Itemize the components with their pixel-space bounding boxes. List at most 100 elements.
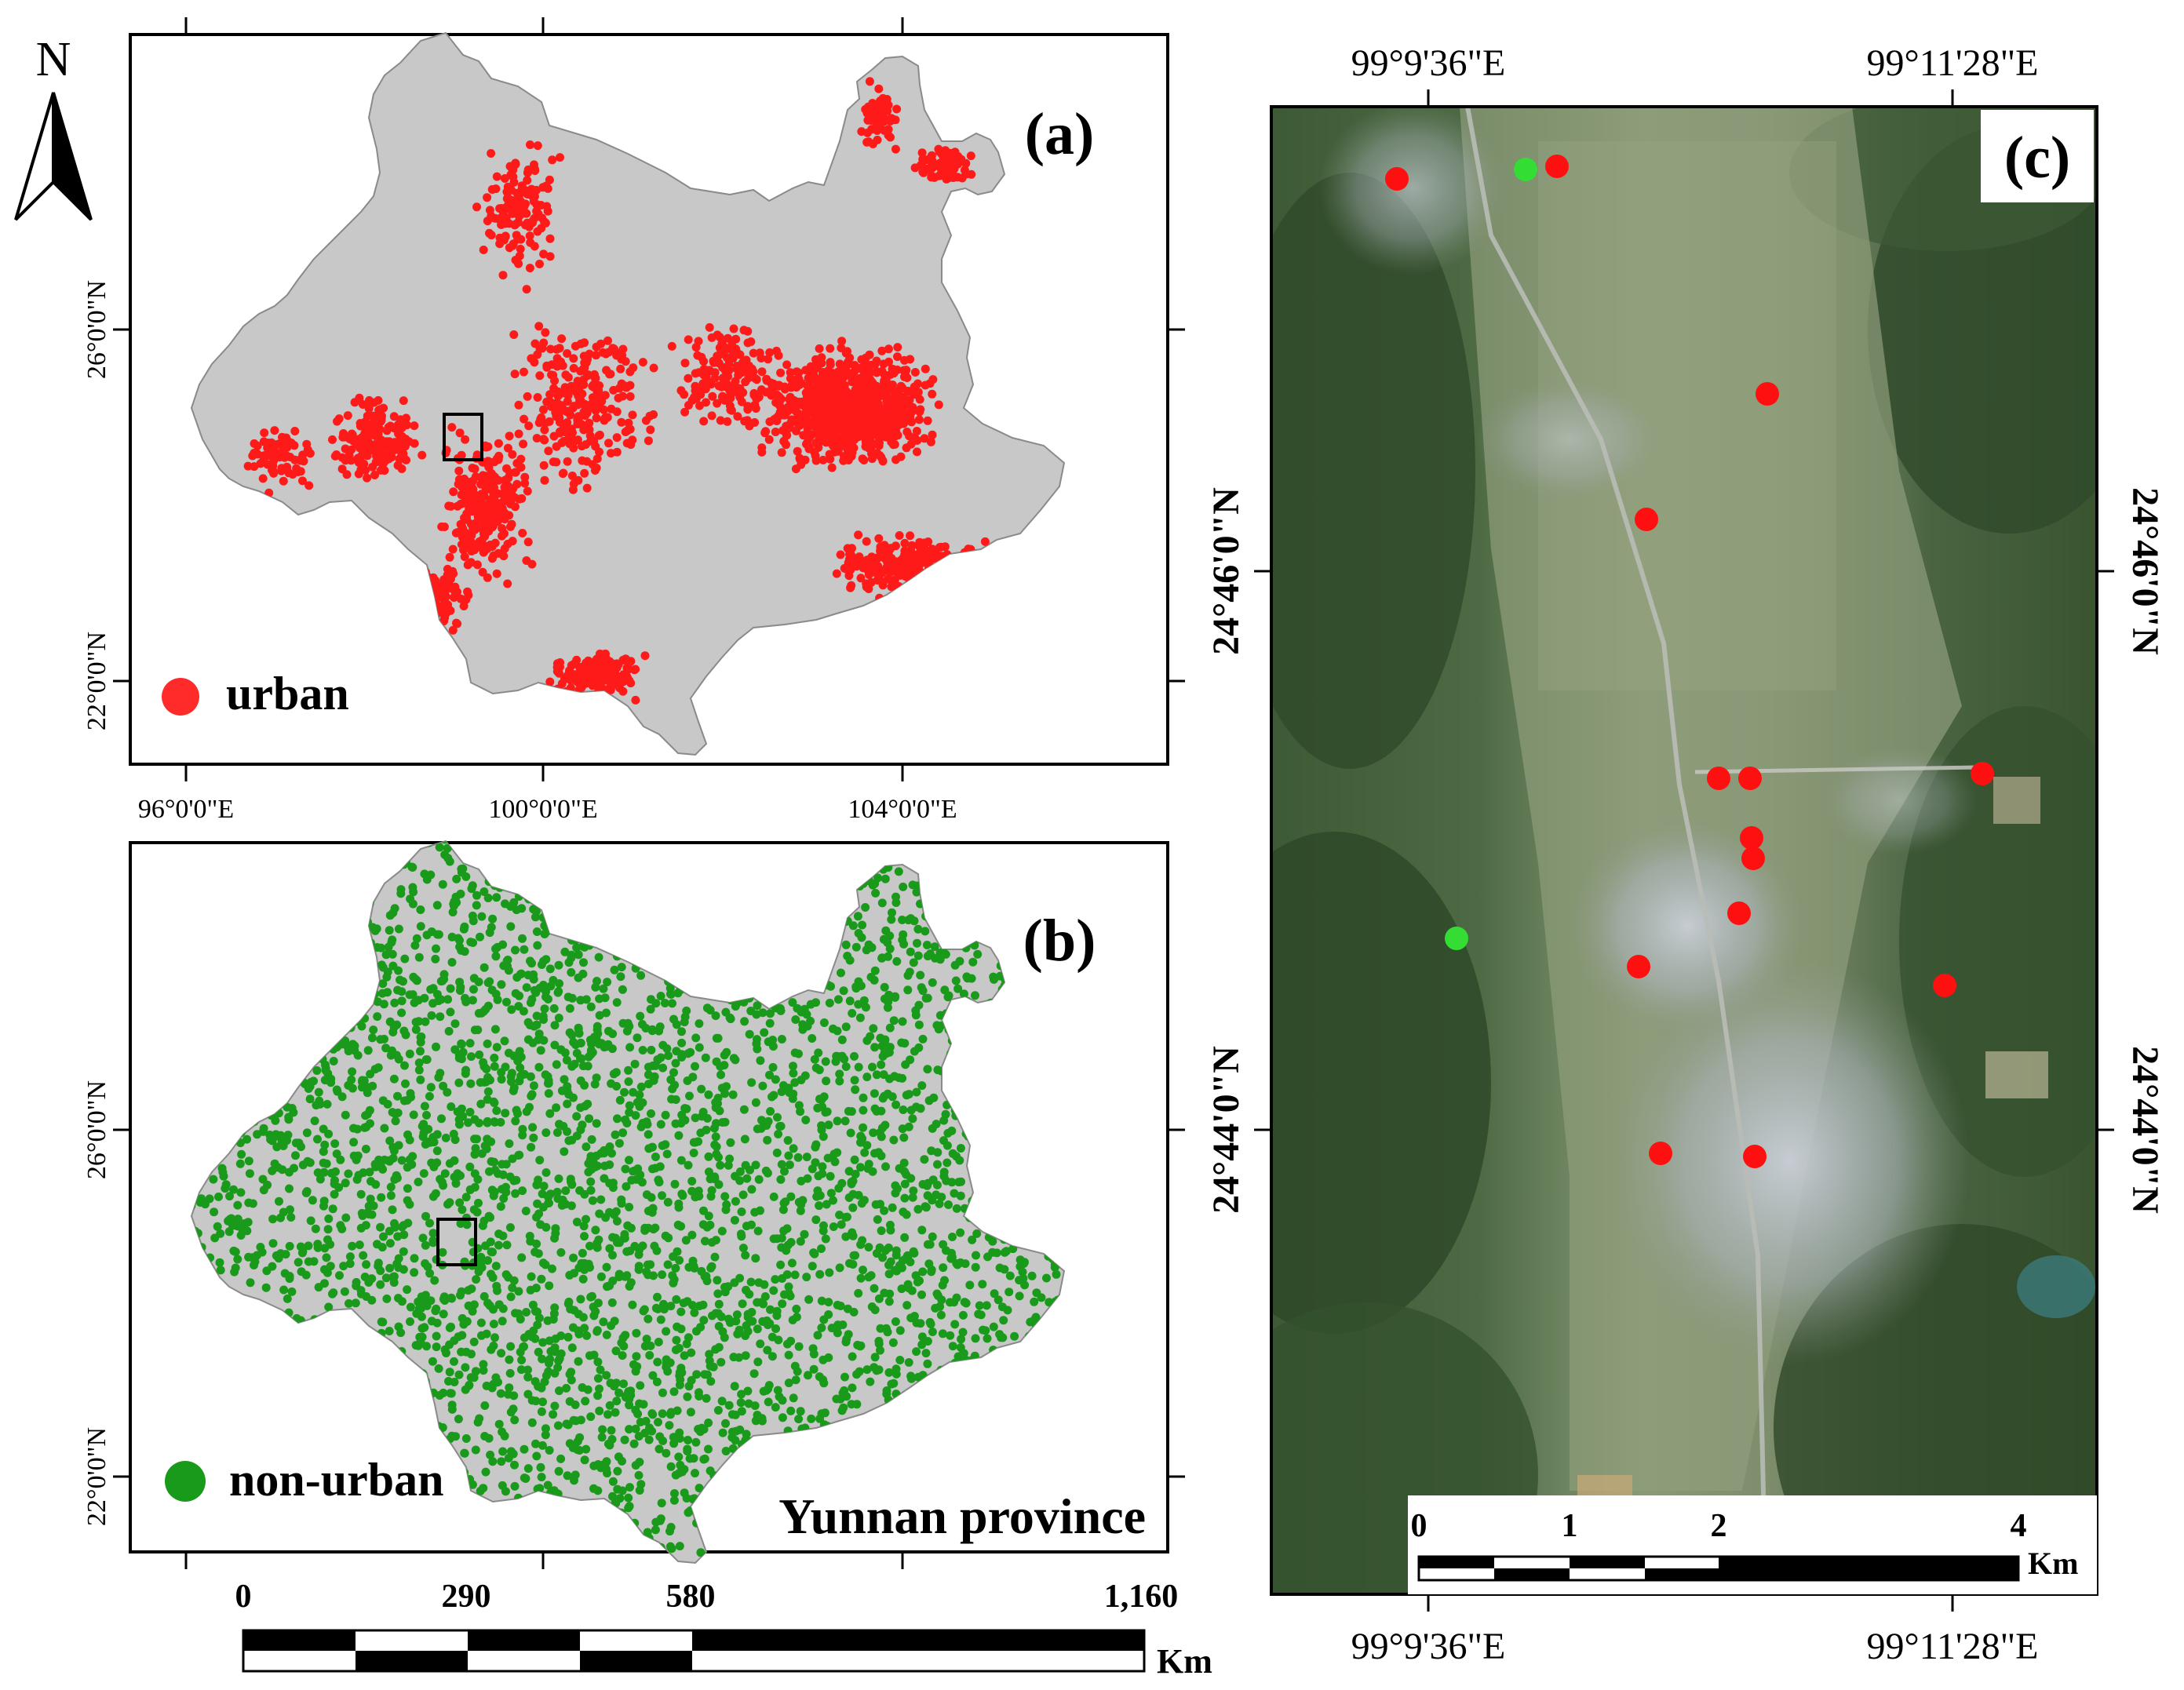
non-urban-point	[702, 1393, 711, 1403]
non-urban-point	[611, 1346, 621, 1356]
urban-point	[574, 475, 583, 485]
non-urban-point	[406, 1302, 415, 1312]
urban-point	[442, 608, 451, 617]
urban-point	[980, 537, 990, 546]
urban-point	[592, 351, 600, 360]
urban-point	[505, 195, 515, 205]
non-urban-point	[778, 1299, 787, 1309]
non-urban-point	[582, 1142, 591, 1152]
urban-point	[882, 546, 891, 555]
non-urban-point	[767, 1092, 776, 1102]
urban-point	[523, 537, 533, 547]
urban-point	[523, 176, 532, 185]
non-urban-point	[658, 1141, 667, 1150]
non-urban-point	[385, 1226, 394, 1236]
non-urban-point	[704, 1152, 713, 1161]
non-urban-point	[587, 1135, 596, 1144]
non-urban-point	[372, 924, 381, 934]
urban-point	[536, 201, 545, 209]
urban-point	[545, 390, 555, 399]
urban-point	[891, 115, 900, 125]
urban-point	[399, 396, 408, 406]
urban-point	[667, 341, 676, 351]
urban-point	[495, 215, 505, 224]
non-urban-point	[892, 1557, 902, 1563]
urban-point	[934, 400, 943, 410]
non-urban-point	[602, 1262, 611, 1272]
urban-point	[606, 685, 615, 694]
urban-point	[581, 440, 590, 450]
non-urban-point	[416, 1075, 425, 1084]
non-urban-point	[315, 1099, 325, 1109]
non-urban-point	[475, 1414, 484, 1423]
non-urban-point	[778, 1413, 787, 1422]
urban-point	[850, 430, 859, 439]
urban-point	[801, 366, 811, 375]
urban-point	[837, 383, 846, 392]
non-urban-point	[695, 1392, 704, 1400]
urban-point	[498, 531, 506, 541]
non-urban-point	[605, 1400, 614, 1410]
urban-point	[906, 439, 916, 449]
urban-point	[745, 421, 754, 431]
urban-point	[844, 558, 853, 567]
non-urban-point	[628, 1300, 637, 1309]
urban-point	[921, 381, 930, 390]
urban-point	[877, 366, 887, 376]
non-urban-point	[511, 1116, 520, 1126]
non-urban-point	[726, 1138, 735, 1147]
urban-point	[915, 407, 924, 417]
non-urban-point	[414, 1557, 423, 1563]
urban-point	[591, 373, 600, 383]
urban-point	[873, 563, 883, 571]
urban-point	[556, 662, 564, 672]
non-urban-point	[625, 1203, 634, 1211]
urban-point	[870, 439, 880, 449]
urban-point	[772, 346, 781, 355]
urban-point	[555, 413, 564, 423]
non-urban-point	[730, 1215, 739, 1225]
non-urban-point	[613, 1466, 622, 1476]
non-urban-point	[464, 1118, 472, 1127]
urban-point	[782, 360, 792, 370]
panel-a-legend-label: urban	[226, 668, 349, 719]
non-urban-point	[772, 1148, 782, 1157]
non-urban-point	[842, 1212, 851, 1222]
urban-point	[769, 415, 778, 424]
urban-point	[364, 404, 374, 413]
non-urban-point	[809, 1248, 819, 1258]
non-urban-point	[386, 1191, 396, 1200]
non-urban-point	[683, 1392, 692, 1401]
non-urban-point	[849, 1307, 859, 1317]
non-urban-point	[523, 1372, 533, 1382]
urban-point	[614, 673, 623, 683]
non-urban-point	[625, 1043, 635, 1052]
urban-point	[697, 352, 706, 362]
urban-point	[901, 568, 910, 577]
non-urban-point	[689, 1149, 698, 1157]
urban-point	[900, 355, 909, 365]
urban-point	[284, 468, 294, 478]
urban-point	[621, 357, 630, 366]
urban-point	[487, 185, 497, 194]
non-urban-point	[294, 1258, 303, 1267]
non-urban-point	[469, 985, 478, 994]
non-urban-point	[456, 889, 465, 898]
non-urban-point	[479, 963, 489, 972]
urban-point	[510, 370, 520, 379]
non-urban-point	[376, 1222, 385, 1232]
non-urban-point	[362, 1260, 371, 1269]
non-urban-point	[685, 1091, 694, 1101]
urban-point	[508, 241, 517, 250]
non-urban-point	[596, 1557, 605, 1563]
urban-point	[467, 507, 476, 516]
non-urban-point	[578, 1553, 587, 1563]
urban-point	[859, 456, 869, 464]
non-urban-point	[499, 1194, 509, 1203]
non-urban-point	[582, 995, 591, 1004]
urban-point	[918, 167, 928, 177]
urban-point	[541, 328, 550, 337]
urban-point	[546, 344, 556, 354]
urban-point	[603, 336, 612, 345]
urban-point	[399, 439, 408, 449]
